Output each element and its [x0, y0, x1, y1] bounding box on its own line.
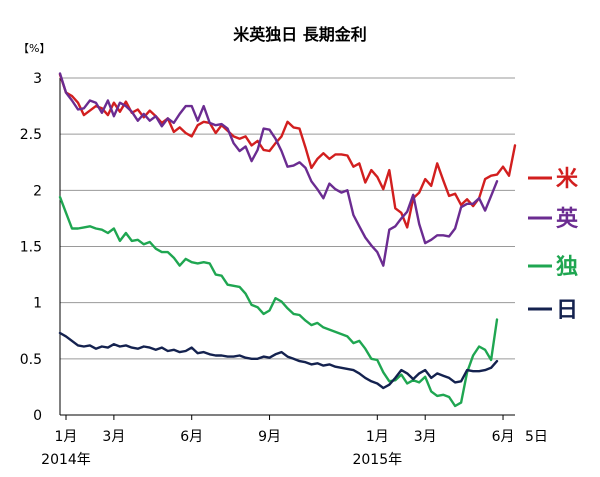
x-tick-labels: 1月 3月 6月 9月 1月 3月 6月 5日 2014年 2015年	[41, 429, 548, 468]
series-line-2	[58, 195, 499, 408]
legend: 米英独日	[528, 167, 579, 323]
x-end-date-label: 5日	[525, 429, 548, 445]
x-month-label-6: 6月	[492, 429, 515, 445]
x-month-label-3: 9月	[258, 429, 281, 445]
y-tick-label-2: 1	[33, 296, 42, 312]
x-month-label-5: 3月	[414, 429, 437, 445]
y-axis-unit-label: 【%】	[18, 42, 50, 55]
y-tick-label-3: 1.5	[20, 240, 42, 256]
x-year-label-0: 2014年	[41, 452, 91, 468]
y-tick-label-6: 3	[33, 71, 42, 87]
series-line-0	[58, 73, 517, 229]
series-line-3	[58, 331, 499, 390]
x-month-label-1: 3月	[102, 429, 125, 445]
y-tick-label-5: 2.5	[20, 127, 42, 143]
series-line-1	[58, 72, 499, 267]
x-year-label-1: 2015年	[352, 452, 402, 468]
y-tick-label-1: 0.5	[20, 352, 42, 368]
legend-label-3: 日	[556, 298, 578, 323]
legend-label-1: 英	[556, 207, 579, 232]
axes	[59, 78, 515, 420]
chart-title: 米英独日 長期金利	[233, 25, 367, 44]
y-tick-label-0: 0	[33, 408, 42, 424]
x-month-label-2: 6月	[180, 429, 203, 445]
x-month-label-0: 1月	[55, 429, 78, 445]
legend-label-2: 独	[556, 255, 578, 280]
y-tick-labels: 0 0.5 1 1.5 2 2.5 3	[20, 71, 42, 424]
x-month-label-4: 1月	[366, 429, 389, 445]
legend-label-0: 米	[556, 167, 579, 192]
series-lines	[58, 72, 517, 408]
y-tick-label-4: 2	[33, 183, 42, 199]
gridlines	[60, 77, 515, 360]
